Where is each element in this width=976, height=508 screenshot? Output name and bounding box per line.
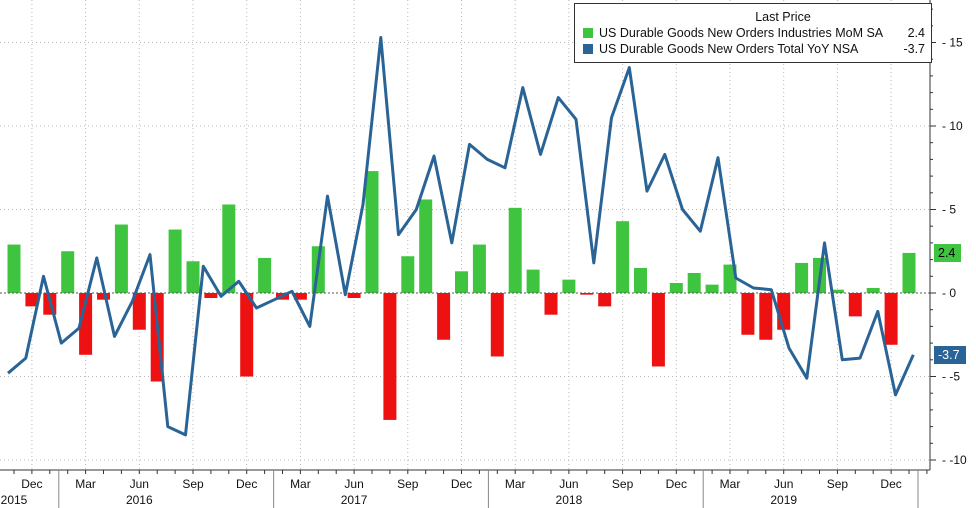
x-tick-label: Sep <box>182 477 204 491</box>
bar <box>132 293 146 330</box>
y-tick-label: - 0 <box>942 286 956 300</box>
x-tick-label: Mar <box>75 477 96 491</box>
bar <box>472 244 486 293</box>
x-axis: Dec Mar Jun Sep Dec Mar Jun Sep Dec Mar Jun Sep Dec M… <box>0 469 930 508</box>
x-tick-label: Mar <box>290 477 311 491</box>
x-tick-label: Dec <box>666 477 687 491</box>
bar <box>365 171 379 293</box>
bar <box>490 293 504 357</box>
bar <box>222 204 236 293</box>
y-axis: - 15 - 10 - 5 - 0 - -5 - -10 <box>929 0 967 470</box>
bar <box>902 252 916 293</box>
x-year-label: 2018 <box>556 493 583 507</box>
x-tick-label: Mar <box>720 477 741 491</box>
bar <box>830 289 844 293</box>
bar <box>723 264 737 293</box>
bar <box>759 293 773 340</box>
last-value-tag-bar: 2.4 <box>934 243 962 262</box>
bar <box>168 229 182 293</box>
x-tick-label: Dec <box>236 477 257 491</box>
bar <box>884 293 898 345</box>
x-tick-label: Sep <box>612 477 634 491</box>
bar <box>79 293 93 355</box>
legend: Last Price US Durable Goods New Orders I… <box>574 3 932 63</box>
y-tick-label: - 15 <box>942 36 963 50</box>
legend-value: -3.7 <box>903 42 925 56</box>
bar <box>61 251 75 293</box>
x-tick-label: Dec <box>880 477 901 491</box>
bar <box>383 293 397 420</box>
x-tick-label: Dec <box>21 477 42 491</box>
x-year-label: 2019 <box>770 493 797 507</box>
legend-title: Last Price <box>755 10 811 24</box>
bar <box>562 279 576 293</box>
x-tick-label: Jun <box>774 477 793 491</box>
bar <box>634 267 647 293</box>
bar <box>526 269 540 293</box>
line-series <box>7 36 915 437</box>
bar <box>508 207 522 293</box>
bar <box>741 293 755 335</box>
bar <box>651 293 665 367</box>
bar <box>258 257 272 293</box>
bar <box>580 293 594 295</box>
legend-label: US Durable Goods New Orders Industries M… <box>599 26 884 40</box>
x-year-label: 2015 <box>1 493 28 507</box>
y-tick-label: - -10 <box>942 453 967 467</box>
legend-entry-bar: US Durable Goods New Orders Industries M… <box>583 26 931 40</box>
bar <box>598 293 612 307</box>
bar <box>240 293 254 377</box>
bar <box>97 293 110 300</box>
x-tick-label: Mar <box>505 477 526 491</box>
bar <box>347 293 361 299</box>
x-tick-label: Jun <box>130 477 149 491</box>
legend-entry-line: US Durable Goods New Orders Total YoY NS… <box>583 42 931 56</box>
bar <box>204 293 218 299</box>
bar <box>848 293 862 317</box>
x-tick-label: Jun <box>344 477 363 491</box>
x-tick-label: Sep <box>397 477 419 491</box>
y-tick-label: - -5 <box>942 370 960 384</box>
y-tick-label: - 10 <box>942 119 963 133</box>
x-tick-label: Jun <box>559 477 578 491</box>
x-tick-label: Dec <box>451 477 472 491</box>
x-tick-label: Sep <box>827 477 849 491</box>
bar <box>687 272 701 293</box>
bar <box>114 224 128 293</box>
last-value-tag-line: -3.7 <box>934 345 966 364</box>
legend-swatch-green <box>583 28 593 38</box>
bar <box>7 244 21 293</box>
bar <box>293 293 307 300</box>
y-tick-label: - 5 <box>942 203 956 217</box>
bar <box>669 282 683 293</box>
x-year-label: 2016 <box>126 493 153 507</box>
bar <box>705 284 719 293</box>
series-line <box>7 36 915 437</box>
bar <box>437 293 451 340</box>
bar <box>186 261 200 293</box>
legend-value: 2.4 <box>907 26 925 40</box>
bar <box>795 262 809 293</box>
bar <box>455 271 468 293</box>
bar <box>616 221 630 293</box>
legend-label: US Durable Goods New Orders Total YoY NS… <box>599 42 859 56</box>
x-year-label: 2017 <box>341 493 368 507</box>
grid-lines <box>0 0 930 470</box>
bar <box>419 199 433 293</box>
bar <box>866 287 880 293</box>
bar <box>25 293 39 307</box>
bar-series <box>7 171 916 420</box>
legend-swatch-blue <box>583 44 593 54</box>
bar <box>544 293 558 315</box>
bar <box>401 256 415 293</box>
